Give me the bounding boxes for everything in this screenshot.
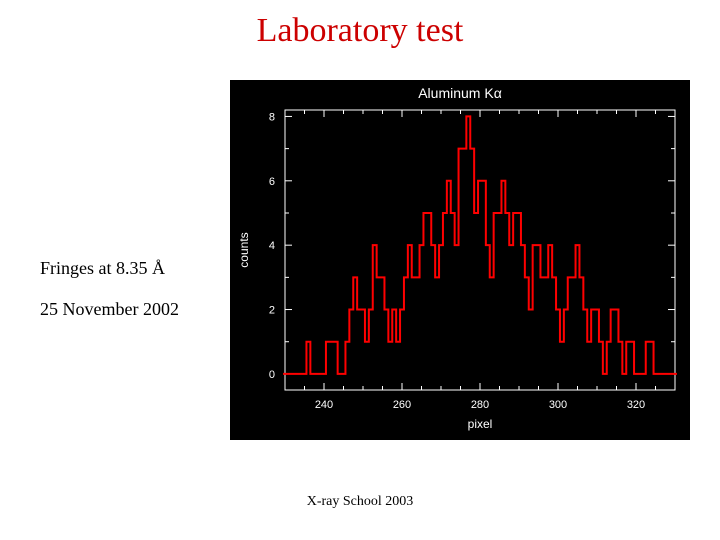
caption-block: Fringes at 8.35 Å 25 November 2002 xyxy=(40,254,179,324)
fringe-chart: Aluminum Kα 240 260 280 300 320 0 2 4 6 8 pixel coun… xyxy=(230,80,690,440)
caption-line-2: 25 November 2002 xyxy=(40,295,179,324)
svg-text:8: 8 xyxy=(269,111,275,123)
svg-text:Aluminum Kα: Aluminum Kα xyxy=(418,85,502,101)
svg-text:300: 300 xyxy=(549,399,567,411)
svg-text:pixel: pixel xyxy=(468,417,493,431)
svg-text:6: 6 xyxy=(269,176,275,188)
footer-text: X-ray School 2003 xyxy=(0,494,720,510)
svg-text:2: 2 xyxy=(269,305,275,317)
chart-svg: Aluminum Kα 240 260 280 300 320 0 2 4 6 8 pixel coun… xyxy=(230,80,690,440)
svg-text:260: 260 xyxy=(393,399,411,411)
page-title: Laboratory test xyxy=(0,12,720,50)
svg-text:4: 4 xyxy=(269,240,275,252)
svg-text:320: 320 xyxy=(627,399,645,411)
svg-text:280: 280 xyxy=(471,399,489,411)
svg-text:0: 0 xyxy=(269,369,275,381)
caption-line-1: Fringes at 8.35 Å xyxy=(40,254,179,283)
svg-text:240: 240 xyxy=(315,399,333,411)
svg-text:counts: counts xyxy=(237,232,251,267)
